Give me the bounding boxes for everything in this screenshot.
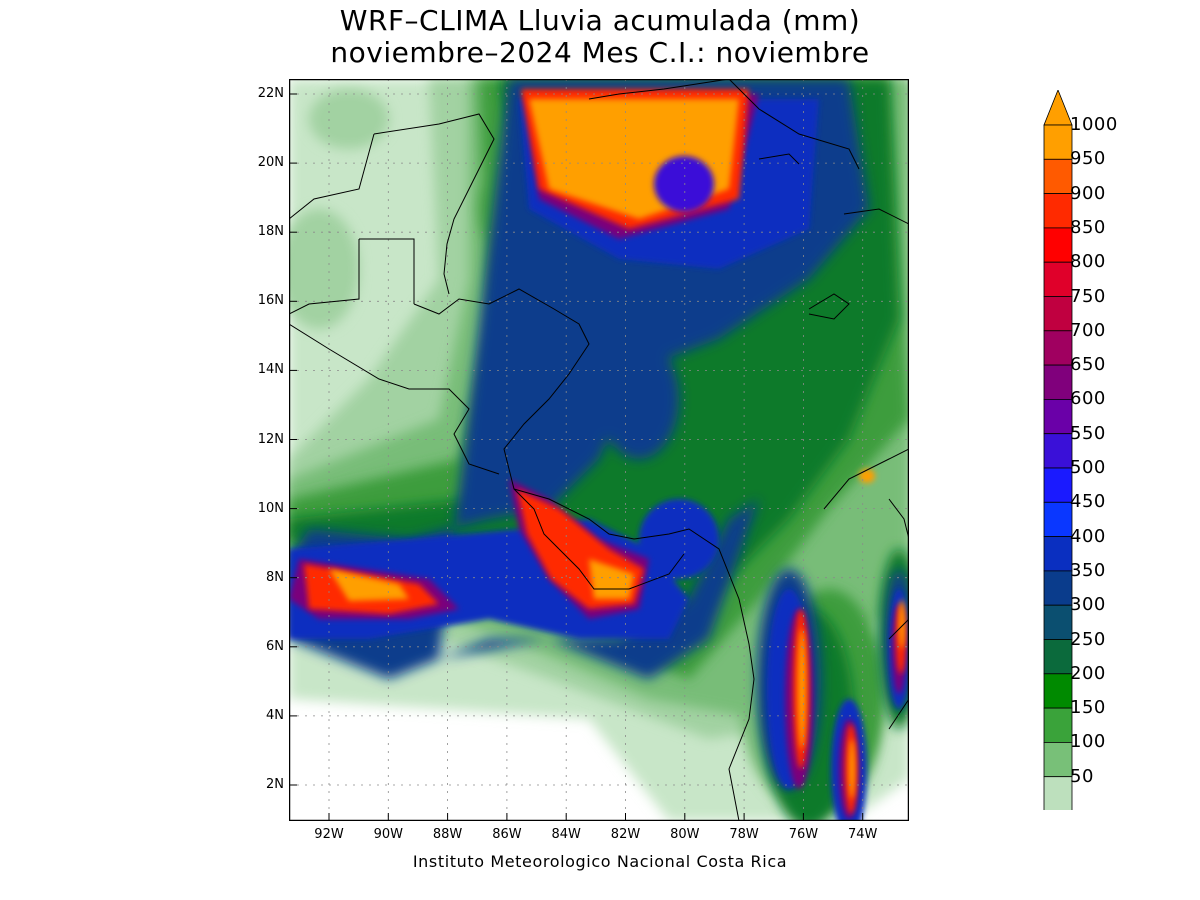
colorbar-level-label: 650: [1070, 354, 1106, 376]
credit-text: Instituto Meteorologico Nacional Costa R…: [412, 852, 788, 871]
coastline-path: [888, 698, 909, 730]
colorbar-swatch: [1043, 604, 1073, 640]
coastline-path: [513, 488, 755, 821]
lon-tick-label: 74W: [847, 827, 878, 842]
coastline-path: [758, 153, 800, 165]
colorbar-level-label: 250: [1070, 628, 1106, 650]
lon-tick-label: 76W: [788, 827, 819, 842]
colorbar-level-label: 300: [1070, 594, 1106, 616]
colorbar-level-label: 700: [1070, 319, 1106, 341]
lon-tick-label: 78W: [729, 827, 759, 842]
colorbar-swatch: [1043, 261, 1073, 297]
colorbar-level-label: 900: [1070, 182, 1106, 204]
coastline-path: [728, 79, 860, 170]
coastline-path: [888, 618, 909, 640]
coastline-path: [558, 548, 685, 590]
colorbar-swatch: [1043, 398, 1073, 435]
colorbar-swatch: [1043, 467, 1073, 503]
colorbar-swatch: [1043, 536, 1073, 572]
lat-tick-label: 18N: [257, 224, 284, 240]
map-subtitle: noviembre–2024 Mes C.I.: noviembre: [330, 36, 870, 69]
colorbar-swatch: [1043, 673, 1073, 709]
colorbar-level-label: 350: [1070, 559, 1106, 581]
lat-tick-label: 8N: [266, 569, 284, 585]
coastline-path: [373, 113, 495, 295]
colorbar-swatch: [1043, 707, 1073, 743]
colorbar-swatch: [1043, 296, 1073, 332]
map-title: WRF–CLIMA Lluvia acumulada (mm): [339, 4, 861, 37]
colorbar-swatch: [1043, 158, 1073, 195]
coastline-path: [823, 448, 909, 510]
coastline-path: [588, 79, 730, 100]
lon-tick-label: 84W: [551, 827, 581, 842]
colorbar-level-label: 850: [1070, 216, 1106, 238]
coastline-path: [289, 323, 500, 475]
colorbar-swatch: [1043, 364, 1073, 400]
colorbar-level-label: 500: [1070, 457, 1106, 478]
colorbar-swatch: [1043, 433, 1073, 469]
colorbar: [1043, 90, 1073, 810]
lon-tick-label: 92W: [314, 827, 344, 842]
graticule: [289, 79, 909, 821]
colorbar-level-label: 400: [1070, 525, 1106, 547]
coastline-path: [289, 133, 375, 220]
colorbar-level-label: 1000: [1070, 114, 1118, 135]
colorbar-level-label: 200: [1070, 662, 1106, 684]
coastline-path: [413, 288, 590, 550]
coastline-path: [808, 293, 850, 320]
colorbar-level-label: 450: [1070, 491, 1106, 513]
colorbar-swatch: [1043, 330, 1073, 366]
colorbar-level-label: 100: [1070, 731, 1106, 753]
colorbar-swatch: [1043, 227, 1073, 263]
lon-tick-label: 82W: [610, 827, 641, 842]
map-border: [289, 79, 909, 821]
lat-tick-label: 14N: [257, 362, 284, 378]
lon-tick-label: 80W: [670, 827, 700, 842]
lat-tick-label: 6N: [266, 638, 284, 654]
colorbar-swatch: [1043, 776, 1073, 810]
lat-tick-label: 20N: [257, 155, 284, 171]
lat-tick-label: 4N: [266, 707, 284, 723]
colorbar-level-label: 600: [1070, 388, 1106, 410]
lat-tick-label: 16N: [257, 293, 284, 309]
lon-tick-label: 88W: [432, 827, 463, 842]
colorbar-swatch: [1043, 124, 1073, 160]
colorbar-swatch: [1043, 570, 1073, 606]
lat-tick-label: 12N: [257, 431, 284, 447]
lat-tick-label: 22N: [257, 86, 284, 101]
colorbar-swatch: [1043, 742, 1073, 778]
colorbar-level-label: 150: [1070, 697, 1106, 719]
colorbar-max-arrow: [1043, 90, 1073, 126]
lat-tick-label: 2N: [266, 777, 284, 792]
colorbar-level-label: 750: [1070, 285, 1106, 307]
colorbar-level-label: 50: [1070, 765, 1094, 787]
rainfall-map: [289, 79, 909, 821]
colorbar-level-label: 950: [1070, 148, 1106, 170]
precipitation-field: [289, 79, 909, 821]
coastlines: [289, 79, 909, 821]
coastline-path: [359, 238, 415, 304]
coastline-path: [843, 208, 909, 225]
colorbar-level-label: 550: [1070, 422, 1106, 444]
lat-tick-label: 10N: [257, 500, 284, 516]
rain-layer: [654, 156, 714, 212]
colorbar-swatch: [1043, 193, 1073, 229]
lon-tick-label: 90W: [373, 827, 403, 842]
colorbar-level-label: 800: [1070, 251, 1106, 273]
colorbar-swatch: [1043, 501, 1073, 537]
lon-tick-label: 86W: [492, 827, 522, 842]
colorbar-swatch: [1043, 639, 1073, 675]
coastline-path: [289, 239, 360, 315]
coastline-path: [888, 498, 909, 540]
